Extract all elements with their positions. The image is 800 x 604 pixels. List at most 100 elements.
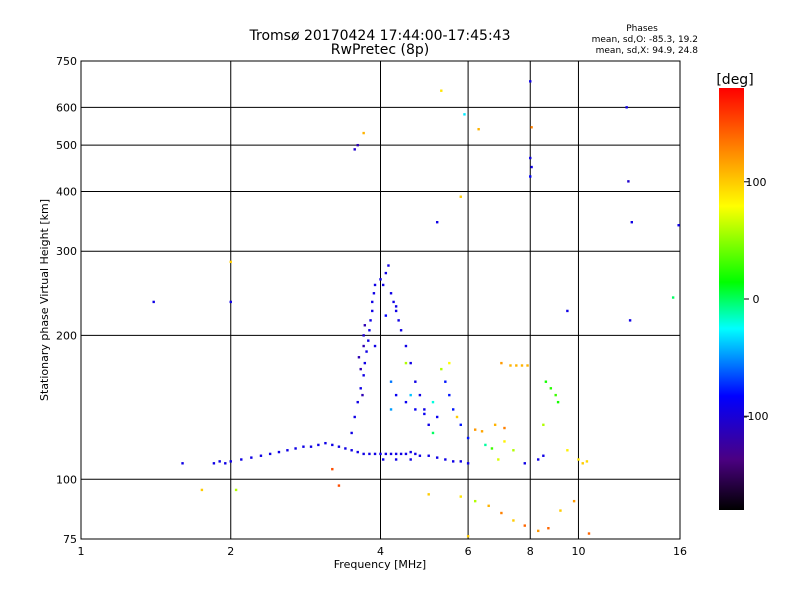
data-point xyxy=(585,460,589,463)
data-point xyxy=(389,452,393,456)
x-tick-label: 1 xyxy=(78,545,85,558)
data-point xyxy=(229,260,232,264)
data-point xyxy=(529,156,532,160)
colorbar-label: [deg] xyxy=(716,72,753,88)
data-point xyxy=(587,532,591,535)
data-point xyxy=(466,436,470,440)
data-point xyxy=(459,195,462,198)
data-point xyxy=(356,450,359,454)
data-point xyxy=(628,319,632,322)
data-point xyxy=(224,462,227,465)
data-point xyxy=(435,221,439,224)
data-point xyxy=(229,300,232,304)
data-point xyxy=(229,460,232,463)
colorbar-tick-labels: 100 0 -100 xyxy=(744,176,769,423)
data-point xyxy=(577,458,580,461)
x-tick-label: 4 xyxy=(377,545,384,558)
data-point xyxy=(368,452,371,456)
data-point xyxy=(451,460,455,463)
data-point xyxy=(547,527,550,530)
y-tick-label: 100 xyxy=(56,473,77,486)
data-point xyxy=(384,271,388,275)
data-point xyxy=(523,462,526,465)
data-point xyxy=(414,380,417,383)
data-point xyxy=(350,449,353,452)
data-point xyxy=(372,292,376,295)
data-point xyxy=(526,364,529,367)
grid-lines xyxy=(81,61,680,539)
data-point xyxy=(387,264,390,267)
data-point xyxy=(381,283,385,287)
data-point xyxy=(362,452,365,456)
y-tick-label: 75 xyxy=(63,533,77,546)
data-point xyxy=(373,344,377,348)
data-point xyxy=(500,511,503,515)
data-point xyxy=(365,350,368,353)
data-point xyxy=(500,361,503,365)
data-point xyxy=(581,462,584,465)
data-point xyxy=(490,447,494,450)
data-point xyxy=(423,408,426,411)
x-tick-label: 2 xyxy=(227,545,234,558)
data-point xyxy=(399,329,403,332)
data-point xyxy=(379,278,382,281)
data-point xyxy=(404,344,408,348)
data-point xyxy=(356,400,359,404)
y-tick-label: 600 xyxy=(56,101,77,114)
data-point xyxy=(324,441,327,445)
data-point xyxy=(394,305,398,308)
data-point xyxy=(427,454,430,457)
data-point xyxy=(503,426,506,430)
x-tick-label: 16 xyxy=(673,545,687,558)
y-tick-labels: 75 100 200 300 400 500 600 750 xyxy=(56,55,77,546)
data-point xyxy=(677,224,680,227)
data-point xyxy=(459,460,462,463)
data-point xyxy=(331,467,334,471)
data-point xyxy=(379,452,382,456)
data-point xyxy=(389,292,393,295)
data-point xyxy=(418,393,422,397)
data-point xyxy=(359,387,362,390)
data-point xyxy=(480,430,484,433)
data-point xyxy=(218,460,221,463)
data-point xyxy=(444,458,447,461)
data-point xyxy=(268,452,272,456)
data-point xyxy=(418,454,422,457)
data-point xyxy=(463,113,466,116)
data-point xyxy=(259,454,263,457)
data-point xyxy=(371,300,374,304)
data-point xyxy=(344,447,347,450)
data-point xyxy=(431,400,435,404)
data-point xyxy=(556,400,560,404)
data-point xyxy=(389,380,393,383)
data-point xyxy=(427,423,430,427)
data-point xyxy=(404,361,408,365)
x-tick-label: 10 xyxy=(571,545,585,558)
data-point xyxy=(404,400,408,404)
data-point xyxy=(523,524,526,527)
data-point xyxy=(537,529,540,533)
data-point xyxy=(542,423,545,427)
data-point xyxy=(451,408,455,411)
data-point xyxy=(529,80,532,83)
data-point xyxy=(362,374,365,377)
data-point xyxy=(487,504,490,508)
y-tick-label: 200 xyxy=(56,329,77,342)
y-tick-label: 400 xyxy=(56,185,77,198)
data-point xyxy=(448,393,451,397)
data-point xyxy=(394,309,398,313)
data-point xyxy=(397,319,400,322)
data-point xyxy=(566,449,569,452)
data-point xyxy=(544,380,548,383)
data-point xyxy=(542,454,545,457)
y-tick-label: 500 xyxy=(56,139,77,152)
chart-title: Tromsø 20170424 17:44:00-17:45:43 xyxy=(249,28,511,44)
data-point xyxy=(234,488,238,492)
colorbar xyxy=(719,88,744,510)
data-point xyxy=(409,393,412,397)
phase-line-o: mean, sd,O: -85.3, 19.2 xyxy=(592,35,698,45)
data-point xyxy=(362,344,365,348)
data-point xyxy=(277,450,281,454)
y-tick-label: 300 xyxy=(56,245,77,258)
